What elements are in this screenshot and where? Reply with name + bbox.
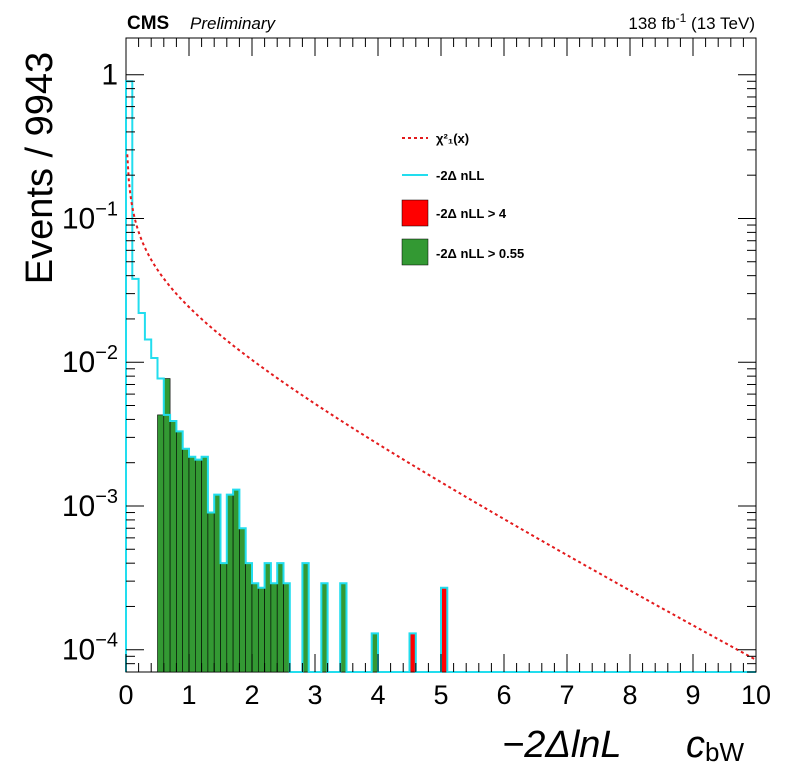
legend-nll-gt4-label: -2Δ nLL > 4 bbox=[436, 206, 507, 221]
x-tick-label-7: 7 bbox=[559, 680, 574, 710]
green-bar-4 bbox=[182, 448, 190, 673]
green-bar-6 bbox=[195, 459, 202, 673]
green-bar-1 bbox=[163, 378, 171, 673]
legend: χ²₁(x) -2Δ nLL -2Δ nLL > 4 -2Δ nLL > 0.5… bbox=[401, 131, 524, 266]
x-tick-label-4: 4 bbox=[370, 680, 385, 710]
lumi-label: 138 fb-1 (13 TeV) bbox=[628, 11, 755, 33]
x-tick-label-3: 3 bbox=[307, 680, 322, 710]
histogram-layer bbox=[125, 80, 756, 673]
green-bar-16 bbox=[257, 587, 265, 673]
x-tick-label-8: 8 bbox=[622, 680, 637, 710]
x-tick-label-6: 6 bbox=[496, 680, 511, 710]
axis-layer: 0 1 2 3 4 5 6 7 8 9 10 1 10−1 10−2 10−3 10−4 bbox=[62, 38, 771, 710]
y-tick-label-1: 10−1 bbox=[62, 198, 118, 235]
x-tick-label-9: 9 bbox=[685, 680, 700, 710]
green-bar-15 bbox=[251, 582, 259, 673]
y-tick-label-2: 10−2 bbox=[62, 342, 118, 379]
green-bar-0 bbox=[157, 414, 165, 673]
y-tick-label-3: 10−3 bbox=[62, 486, 118, 523]
x-tick-label-10: 10 bbox=[741, 680, 771, 710]
legend-green-swatch bbox=[401, 238, 429, 266]
green-bar-10 bbox=[220, 562, 228, 673]
x-tick-label-1: 1 bbox=[181, 680, 196, 710]
status-label: Preliminary bbox=[190, 14, 277, 33]
legend-red-swatch bbox=[401, 199, 429, 227]
green-bar-8 bbox=[207, 512, 215, 673]
x-axis-title: −2ΔlnL bbox=[502, 724, 622, 766]
y-tick-label-0: 1 bbox=[101, 59, 118, 92]
green-bar-18 bbox=[270, 582, 278, 673]
experiment-label: CMS bbox=[127, 13, 169, 34]
legend-chi2-label: χ²₁(x) bbox=[436, 131, 469, 146]
green-bar-5 bbox=[188, 456, 196, 673]
y-tick-label-4: 10−4 bbox=[62, 630, 118, 667]
x-tick-label-5: 5 bbox=[433, 680, 448, 710]
legend-nll-label: -2Δ nLL bbox=[436, 168, 484, 183]
green-bar-3 bbox=[176, 431, 183, 673]
y-axis-title: Events / 9943 bbox=[19, 52, 61, 284]
x-tick-label-2: 2 bbox=[244, 680, 259, 710]
green-bar-2 bbox=[169, 420, 177, 673]
x-axis-parameter: cbW bbox=[686, 724, 744, 767]
x-tick-label-0: 0 bbox=[118, 680, 133, 710]
legend-nll-gt055-label: -2Δ nLL > 0.55 bbox=[436, 246, 524, 261]
nll-histogram-line bbox=[125, 80, 756, 673]
